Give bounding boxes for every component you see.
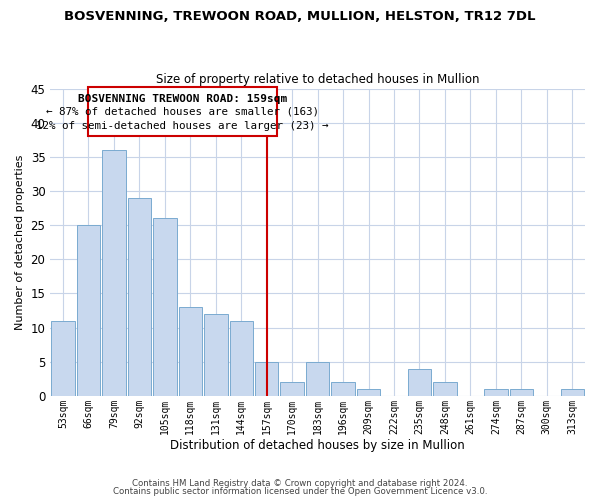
Bar [88, 87, 277, 136]
Bar [433, 382, 457, 396]
Bar [52, 321, 75, 396]
Bar [102, 150, 125, 396]
Bar [357, 389, 380, 396]
Text: BOSVENNING, TREWOON ROAD, MULLION, HELSTON, TR12 7DL: BOSVENNING, TREWOON ROAD, MULLION, HELST… [64, 10, 536, 23]
Bar [306, 362, 329, 396]
X-axis label: Distribution of detached houses by size in Mullion: Distribution of detached houses by size … [170, 440, 465, 452]
Bar [560, 389, 584, 396]
Bar [484, 389, 508, 396]
Bar [230, 321, 253, 396]
Bar [280, 382, 304, 396]
Bar [204, 314, 227, 396]
Bar [255, 362, 278, 396]
Text: Contains public sector information licensed under the Open Government Licence v3: Contains public sector information licen… [113, 487, 487, 496]
Bar [77, 225, 100, 396]
Y-axis label: Number of detached properties: Number of detached properties [15, 154, 25, 330]
Bar [331, 382, 355, 396]
Bar [128, 198, 151, 396]
Text: Contains HM Land Registry data © Crown copyright and database right 2024.: Contains HM Land Registry data © Crown c… [132, 478, 468, 488]
Text: ← 87% of detached houses are smaller (163): ← 87% of detached houses are smaller (16… [46, 107, 319, 117]
Title: Size of property relative to detached houses in Mullion: Size of property relative to detached ho… [156, 73, 479, 86]
Bar [408, 368, 431, 396]
Text: 12% of semi-detached houses are larger (23) →: 12% of semi-detached houses are larger (… [37, 122, 329, 132]
Bar [179, 307, 202, 396]
Bar [509, 389, 533, 396]
Bar [153, 218, 176, 396]
Text: BOSVENNING TREWOON ROAD: 159sqm: BOSVENNING TREWOON ROAD: 159sqm [78, 94, 287, 104]
